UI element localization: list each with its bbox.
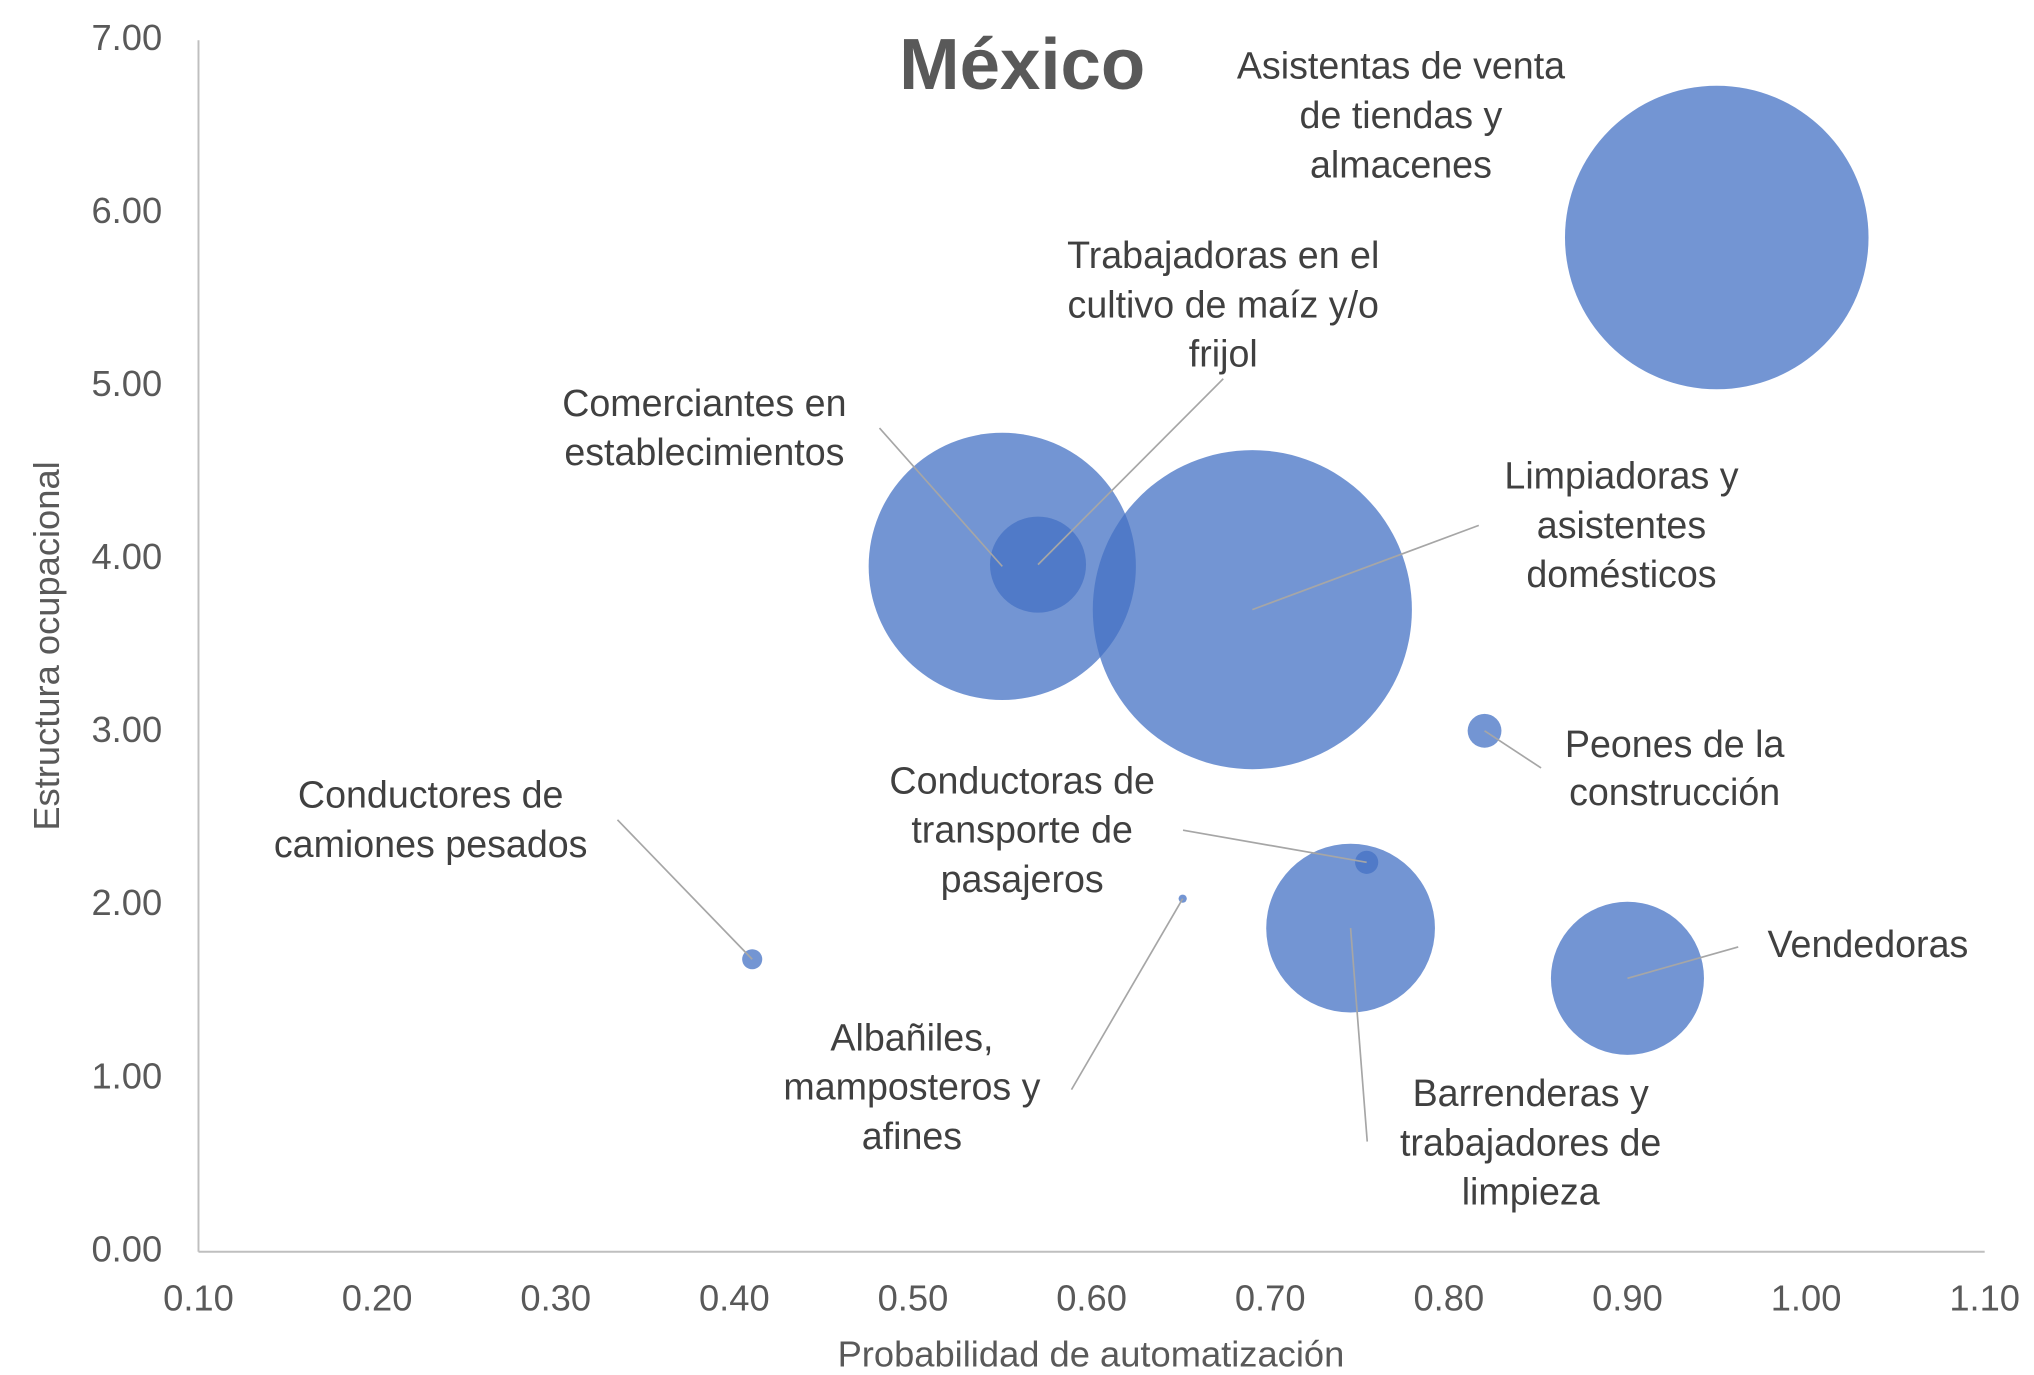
y-tick-label: 7.00	[91, 17, 162, 58]
y-tick-label: 6.00	[91, 190, 162, 231]
y-tick-label: 0.00	[91, 1228, 162, 1269]
data-label: asistentes	[1537, 504, 1706, 546]
leader-line	[878, 427, 1003, 567]
data-label: mamposteros y	[783, 1066, 1040, 1108]
data-label: Barrenderas y	[1413, 1072, 1649, 1114]
data-label: construcción	[1569, 771, 1780, 813]
data-label: de tiendas y	[1300, 94, 1503, 136]
bubble	[1550, 901, 1704, 1055]
leader-line	[1182, 829, 1367, 864]
x-tick-label: 0.90	[1592, 1278, 1663, 1319]
y-axis-label: Estructura ocupacional	[26, 461, 67, 830]
data-label: transporte de	[911, 809, 1133, 851]
data-label: Peones de la	[1565, 723, 1785, 765]
bubble	[1467, 713, 1502, 748]
x-tick-label: 0.30	[520, 1278, 591, 1319]
x-tick-label: 1.00	[1771, 1278, 1842, 1319]
data-label: Vendedoras	[1768, 923, 1969, 965]
leader-line	[616, 819, 753, 960]
leader-line	[1252, 524, 1480, 611]
data-label: Conductoras de	[889, 759, 1155, 801]
data-label: Comerciantes en	[562, 382, 846, 424]
data-label: Albañiles,	[830, 1016, 993, 1058]
data-label: frijol	[1189, 333, 1258, 375]
x-tick-label: 0.60	[1056, 1278, 1127, 1319]
data-label: cultivo de maíz y/o	[1068, 283, 1379, 325]
data-label: trabajadores de	[1400, 1121, 1661, 1163]
y-tick-label: 5.00	[91, 363, 162, 404]
leader-line	[1037, 378, 1224, 566]
x-tick-label: 0.20	[342, 1278, 413, 1319]
leader-line	[1627, 946, 1739, 980]
x-tick-label: 0.50	[878, 1278, 949, 1319]
x-tick-label: 0.80	[1413, 1278, 1484, 1319]
leader-line	[1349, 928, 1369, 1142]
bubble	[1564, 85, 1869, 390]
x-tick-label: 0.40	[699, 1278, 770, 1319]
data-label: Trabajadoras en el	[1067, 234, 1379, 276]
data-label: Limpiadoras y	[1504, 455, 1738, 497]
data-label: Conductores de	[298, 774, 564, 816]
y-tick-label: 3.00	[91, 709, 162, 750]
bubble	[1092, 450, 1412, 770]
chart-title: México	[899, 24, 1145, 105]
data-label: almacenes	[1310, 143, 1492, 185]
x-tick-label: 0.10	[163, 1278, 234, 1319]
leader-line	[1484, 730, 1542, 769]
data-label: domésticos	[1526, 553, 1716, 595]
data-label: pasajeros	[941, 858, 1104, 900]
leader-line	[1070, 898, 1184, 1091]
x-tick-label: 1.10	[1949, 1278, 2020, 1319]
y-tick-label: 2.00	[91, 882, 162, 923]
y-tick-label: 4.00	[91, 536, 162, 577]
x-axis-label: Probabilidad de automatización	[838, 1333, 1345, 1374]
data-label: afines	[862, 1115, 962, 1157]
data-label: limpieza	[1462, 1171, 1600, 1213]
data-label: camiones pesados	[274, 823, 588, 865]
y-tick-label: 1.00	[91, 1055, 162, 1096]
data-label: Asistentas de venta	[1237, 45, 1565, 87]
data-label: establecimientos	[564, 431, 844, 473]
x-tick-label: 0.70	[1235, 1278, 1306, 1319]
